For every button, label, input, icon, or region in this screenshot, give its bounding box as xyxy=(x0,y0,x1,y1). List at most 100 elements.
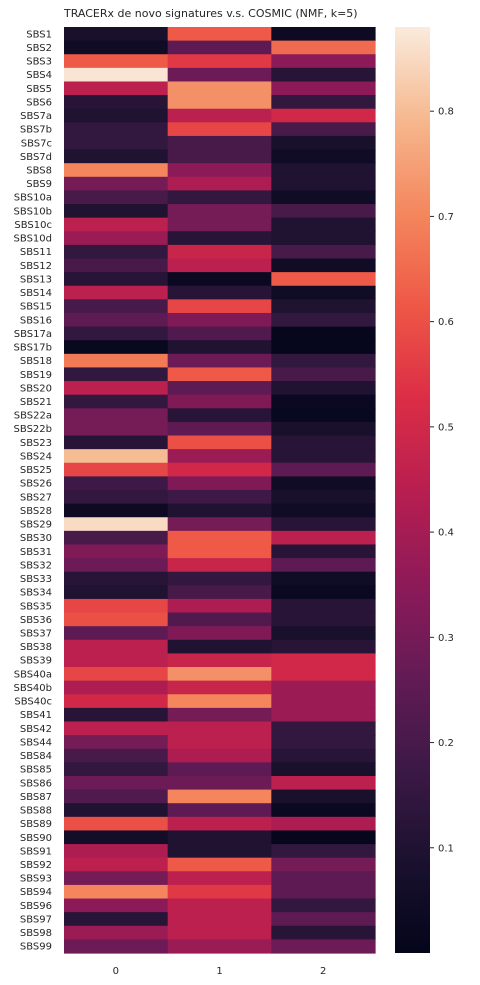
heatmap-cell xyxy=(167,871,272,886)
heatmap-cell xyxy=(64,884,169,900)
row-tick-label: SBS20 xyxy=(20,383,52,394)
heatmap-cell xyxy=(271,299,376,314)
heatmap-cell xyxy=(271,217,376,232)
row-tick-label: SBS40c xyxy=(14,697,52,708)
heatmap-cell xyxy=(271,503,376,518)
heatmap-cell xyxy=(64,217,169,232)
heatmap-cell xyxy=(64,476,169,491)
heatmap-cell xyxy=(64,408,169,423)
heatmap-cell xyxy=(271,381,376,396)
heatmap-cell xyxy=(271,626,376,641)
heatmap-cell xyxy=(64,639,169,655)
heatmap-cell xyxy=(271,598,376,614)
heatmap-cell xyxy=(64,326,169,341)
row-tick-label: SBS7b xyxy=(20,125,52,136)
row-tick-label: SBS17b xyxy=(14,343,52,354)
row-tick-label: SBS10c xyxy=(14,220,52,231)
heatmap-cell xyxy=(64,285,169,300)
heatmap-cell xyxy=(64,694,169,709)
row-tick-label: SBS39 xyxy=(20,656,52,667)
heatmap-cell xyxy=(167,775,272,791)
row-tick-label: SBS88 xyxy=(20,806,52,817)
heatmap-cell xyxy=(64,925,169,940)
column-tick-label: 2 xyxy=(320,966,326,977)
heatmap-cell xyxy=(271,340,376,355)
heatmap-cell xyxy=(64,108,169,123)
heatmap-cell xyxy=(271,312,376,328)
heatmap-cell xyxy=(167,912,272,927)
heatmap-cell xyxy=(271,884,376,900)
heatmap-cell xyxy=(167,244,272,260)
row-tick-label: SBS11 xyxy=(20,247,52,258)
heatmap-cell xyxy=(271,707,376,723)
heatmap-cell xyxy=(271,108,376,123)
row-tick-label: SBS96 xyxy=(20,901,52,912)
row-tick-label: SBS90 xyxy=(20,833,52,844)
heatmap-cell xyxy=(167,190,272,205)
row-tick-label: SBS9 xyxy=(26,179,52,190)
heatmap-cell xyxy=(271,544,376,559)
heatmap-cell xyxy=(167,449,272,464)
heatmap-cell xyxy=(64,490,169,505)
heatmap-cell xyxy=(271,285,376,300)
heatmap-cell xyxy=(64,190,169,205)
colorbar-tick-label: 0.8 xyxy=(438,107,454,118)
heatmap-cell xyxy=(271,939,376,954)
row-tick-label: SBS98 xyxy=(20,928,52,939)
heatmap-cell xyxy=(271,394,376,409)
colorbar-tick-label: 0.1 xyxy=(438,843,454,854)
row-tick-label: SBS86 xyxy=(20,778,52,789)
row-tick-label: SBS25 xyxy=(20,465,52,476)
heatmap-cell xyxy=(167,231,272,246)
heatmap-cell xyxy=(167,898,272,913)
heatmap-cell xyxy=(64,149,169,164)
heatmap-cell xyxy=(64,258,169,273)
heatmap-cell xyxy=(64,517,169,532)
heatmap-cell xyxy=(167,612,272,627)
row-tick-label: SBS92 xyxy=(20,860,52,871)
heatmap-cell xyxy=(167,353,272,369)
row-tick-label: SBS35 xyxy=(20,601,52,612)
heatmap-cell xyxy=(167,176,272,192)
heatmap-cell xyxy=(167,408,272,423)
heatmap-cell xyxy=(271,816,376,832)
heatmap-cell xyxy=(271,762,376,777)
row-tick-label: SBS15 xyxy=(20,302,52,313)
heatmap-cell xyxy=(167,735,272,750)
heatmap-cell xyxy=(167,421,272,437)
heatmap-cell xyxy=(167,585,272,600)
heatmap-cell xyxy=(167,598,272,614)
heatmap-cell xyxy=(64,912,169,927)
heatmap-cell xyxy=(167,258,272,273)
heatmap-cell xyxy=(271,176,376,192)
row-tick-label: SBS31 xyxy=(20,547,52,558)
row-tick-label: SBS14 xyxy=(20,288,52,299)
row-tick-label: SBS94 xyxy=(20,887,52,898)
heatmap-cell xyxy=(64,898,169,913)
heatmap-cell xyxy=(271,462,376,477)
heatmap-cell xyxy=(271,585,376,600)
heatmap-cell xyxy=(64,367,169,382)
heatmap-cell xyxy=(271,190,376,205)
row-tick-label: SBS7a xyxy=(20,111,52,122)
heatmap-cell xyxy=(271,530,376,546)
heatmap-cell xyxy=(167,816,272,832)
heatmap-cell xyxy=(64,163,169,178)
heatmap-cell xyxy=(271,775,376,791)
heatmap-cell xyxy=(64,721,169,736)
heatmap-cell xyxy=(167,27,272,42)
heatmap-cell xyxy=(271,925,376,940)
heatmap-cell xyxy=(64,95,169,110)
heatmap-cell xyxy=(167,326,272,341)
chart-title: TRACERx de novo signatures v.s. COSMIC (… xyxy=(63,7,358,20)
heatmap-cell xyxy=(167,394,272,409)
heatmap-cell xyxy=(271,408,376,423)
row-tick-label: SBS10d xyxy=(14,234,52,245)
heatmap-cell xyxy=(271,449,376,464)
heatmap-cell xyxy=(64,122,169,137)
heatmap-cell xyxy=(167,462,272,477)
heatmap-cell xyxy=(64,394,169,409)
heatmap-cell xyxy=(271,680,376,695)
heatmap-cell xyxy=(167,762,272,777)
heatmap-cell xyxy=(271,149,376,164)
